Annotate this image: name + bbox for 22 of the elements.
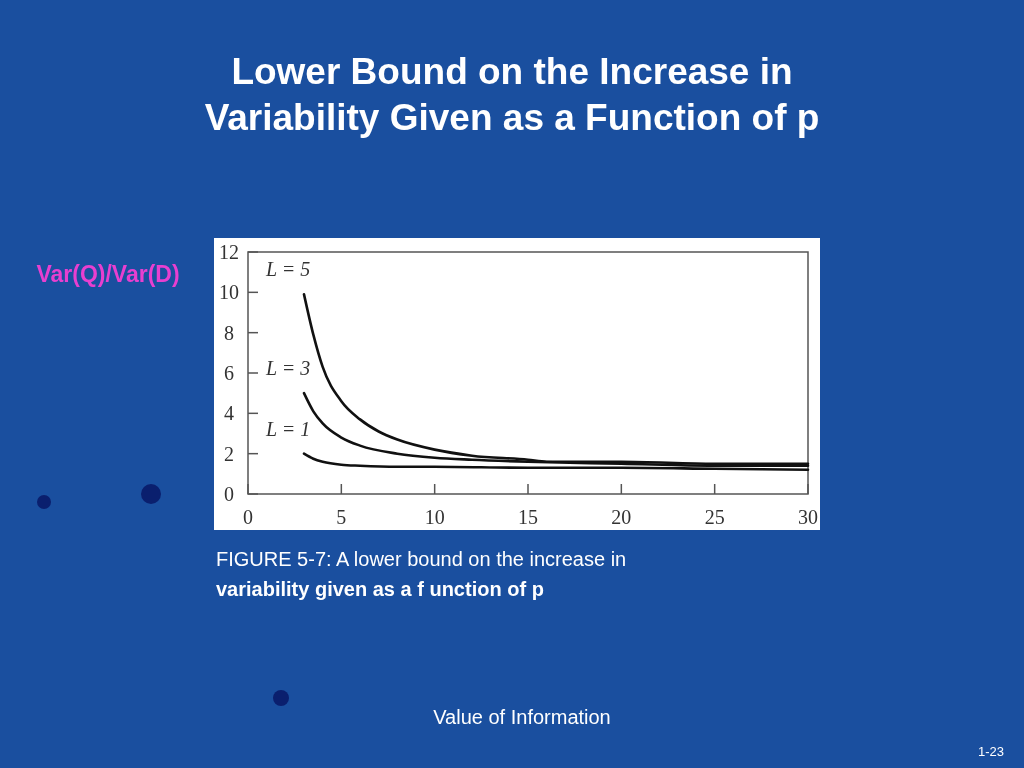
x-tick-label: 0: [243, 506, 253, 528]
y-tick-label: 2: [224, 442, 234, 465]
x-tick-label: 10: [424, 506, 445, 528]
series-label: L = 1: [265, 417, 311, 440]
series-label: L = 5: [265, 258, 311, 281]
y-axis-title: Var(Q)/Var(D): [36, 261, 180, 287]
text: Value of Information: [433, 706, 611, 728]
x-tick-label: 25: [704, 506, 725, 528]
x-tick-label: 15: [518, 506, 538, 528]
x-tick-label: 30: [798, 506, 818, 528]
y-tick-label: 12: [219, 241, 239, 263]
x-tick-label: 5: [336, 506, 347, 528]
x-tick-label: 20: [611, 506, 632, 528]
series-label: L = 3: [265, 357, 311, 380]
caption: FIGURE 5-7: A lower bound on the increase in variability given as a f unction of p: [216, 548, 627, 600]
y-tick-label: 10: [219, 281, 239, 304]
y-tick-label: 0: [224, 483, 234, 505]
chart-title: Lower Bound on the Increase in Variability Given as a Function of p: [204, 51, 820, 138]
y-tick-label: 4: [224, 402, 234, 425]
y-tick-label: 6: [224, 362, 234, 384]
y-tick-label: 8: [224, 321, 234, 344]
text: 1-23: [977, 744, 1004, 759]
